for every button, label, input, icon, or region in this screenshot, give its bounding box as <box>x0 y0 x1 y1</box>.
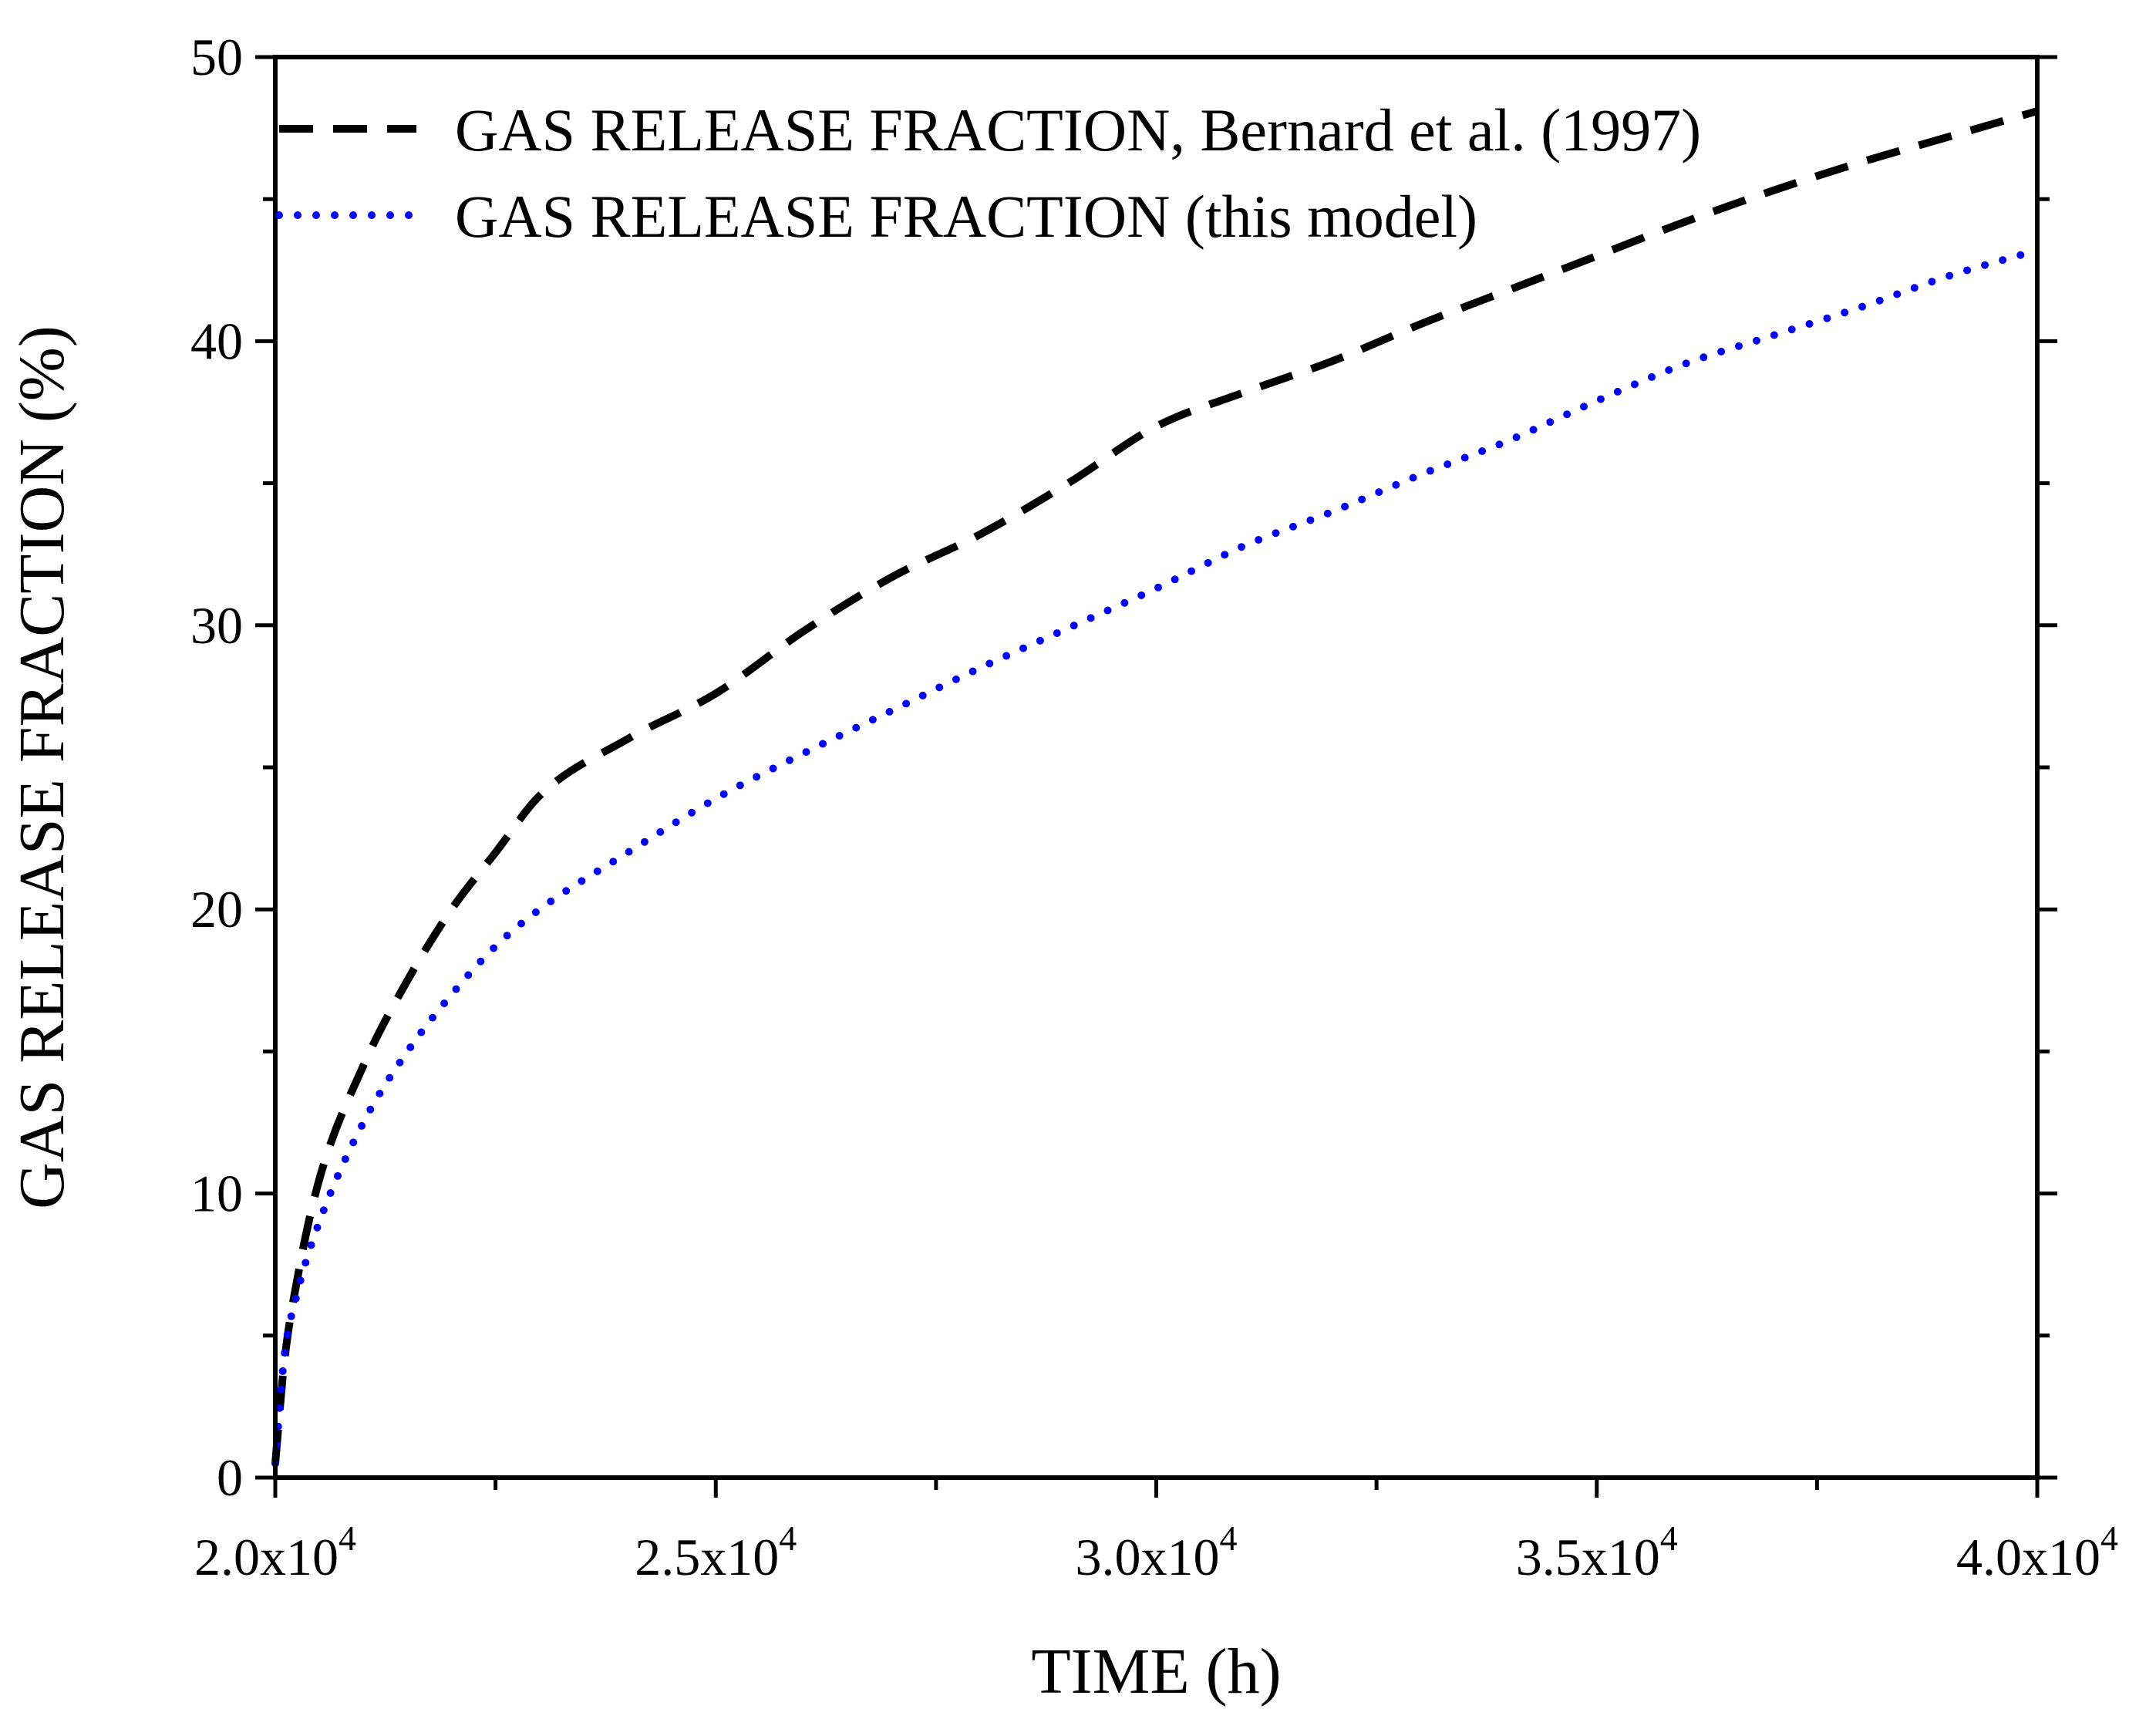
series-line-1 <box>271 246 2041 1468</box>
legend-label-bernard: GAS RELEASE FRACTION, Bernard et al. (19… <box>455 96 1701 163</box>
x-tick-exponent-2: 4 <box>1220 1518 1238 1558</box>
y-tick-label-5: 50 <box>190 28 243 86</box>
x-tick-label-2: 3.0x104 <box>1076 1518 1238 1586</box>
y-tick-label-4: 40 <box>190 312 243 370</box>
x-tick-mantissa-2: 3.0x10 <box>1076 1528 1220 1586</box>
x-tick-label-1: 2.5x104 <box>635 1518 797 1586</box>
y-tick-label-0: 0 <box>217 1448 243 1507</box>
plot-frame <box>273 55 2040 1480</box>
x-tick-exponent-0: 4 <box>339 1518 356 1558</box>
x-tick-mantissa-4: 4.0x10 <box>1956 1528 2100 1586</box>
y-axis-title: GAS RELEASE FRACTION (%) <box>6 325 78 1209</box>
x-tick-label-4: 4.0x104 <box>1956 1518 2118 1586</box>
x-tick-mantissa-1: 2.5x10 <box>635 1528 779 1586</box>
x-axis-ticks: 2.0x104 2.5x104 3.0x104 3.5x104 4.0x104 <box>194 1478 2118 1586</box>
x-tick-mantissa-0: 2.0x10 <box>194 1528 339 1586</box>
y-tick-label-2: 20 <box>190 880 243 939</box>
x-tick-exponent-3: 4 <box>1660 1518 1678 1558</box>
series-layer <box>271 107 2041 1468</box>
y-tick-label-3: 30 <box>190 596 243 655</box>
x-tick-label-3: 3.5x104 <box>1516 1518 1678 1586</box>
x-tick-label-0: 2.0x104 <box>194 1518 356 1586</box>
series-line-0 <box>271 107 2039 1465</box>
legend: GAS RELEASE FRACTION, Bernard et al. (19… <box>275 96 1701 250</box>
x-tick-mantissa-3: 3.5x10 <box>1516 1528 1660 1586</box>
x-axis-title: TIME (h) <box>1031 1636 1281 1707</box>
y-axis-ticks: 0 10 20 30 40 50 <box>190 28 2057 1507</box>
x-tick-exponent-1: 4 <box>779 1518 797 1558</box>
x-tick-exponent-4: 4 <box>2100 1518 2118 1558</box>
legend-label-this-model: GAS RELEASE FRACTION (this model) <box>455 183 1477 250</box>
y-tick-label-1: 10 <box>190 1165 243 1223</box>
